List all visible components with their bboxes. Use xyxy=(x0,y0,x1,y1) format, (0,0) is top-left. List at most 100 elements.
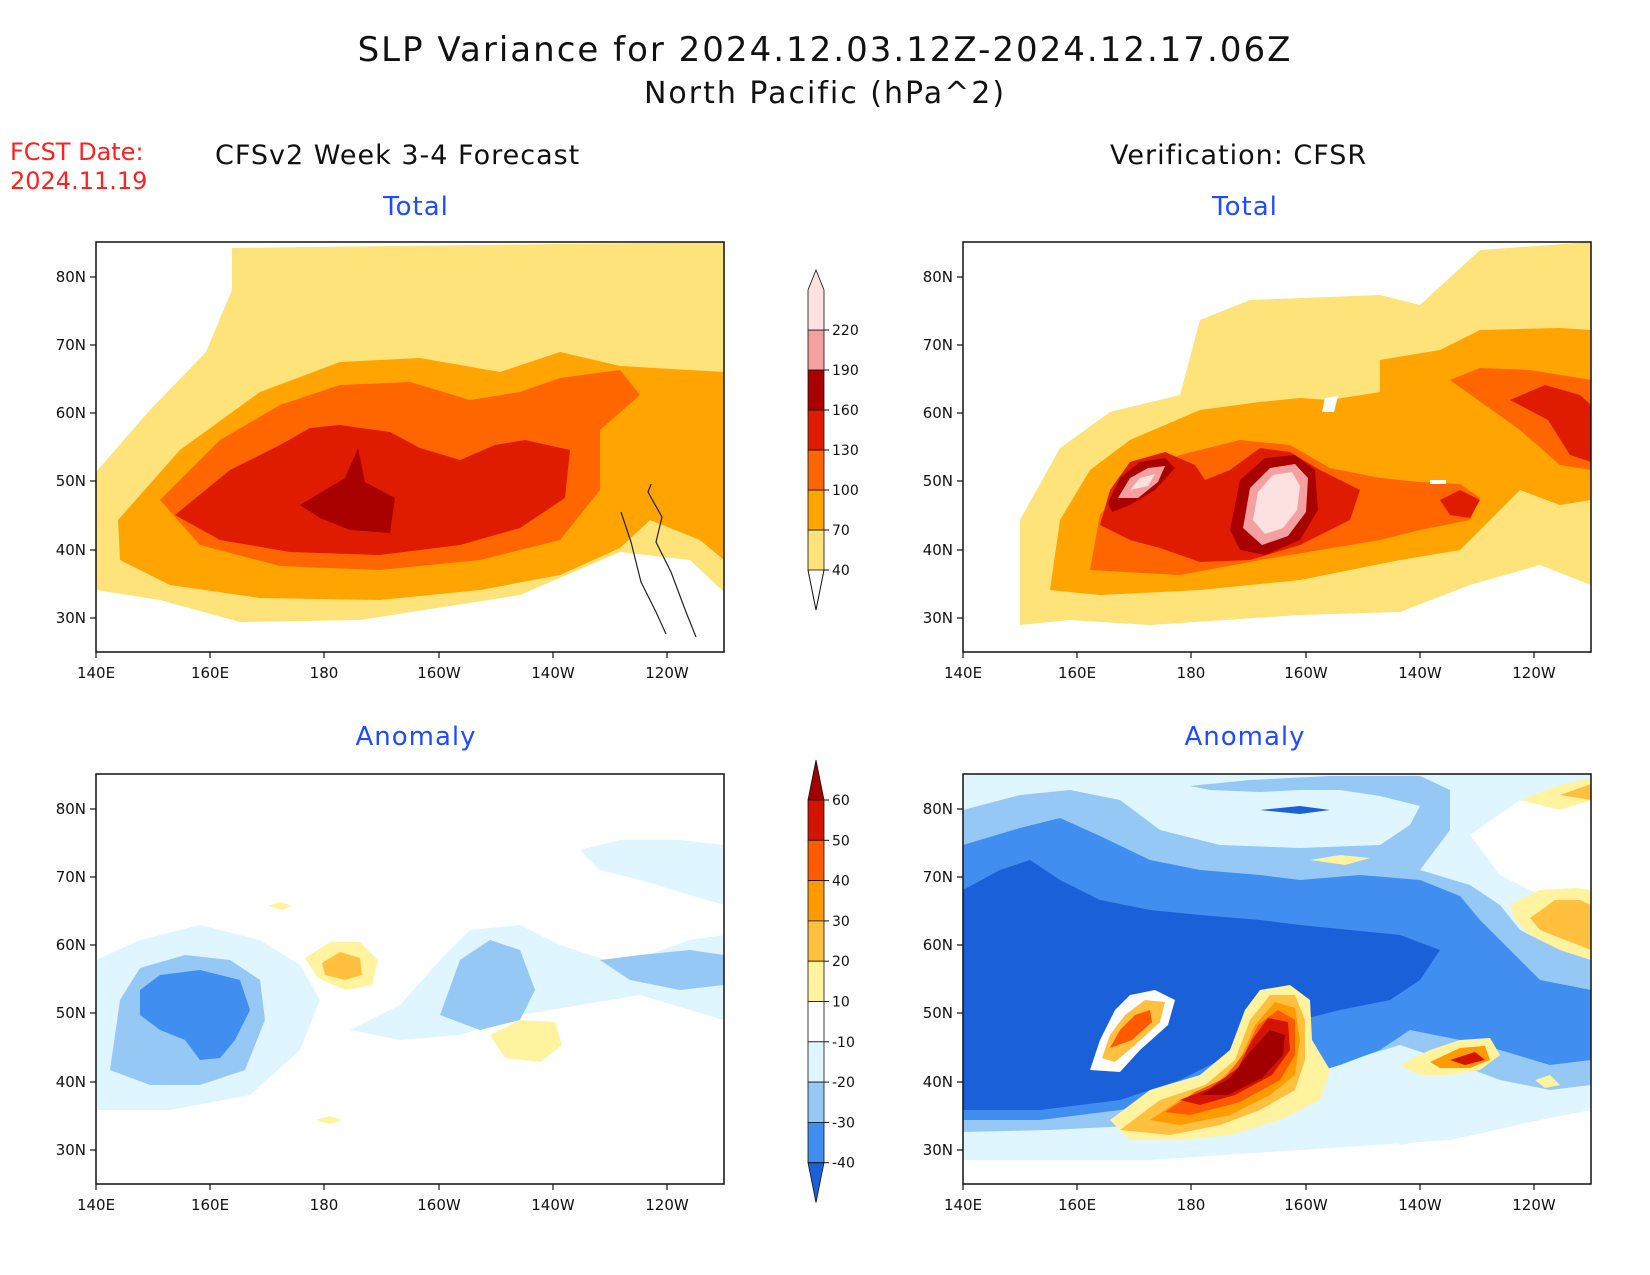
lat-tick-label: 50N xyxy=(923,1004,953,1022)
forecast-anomaly-title: Anomaly xyxy=(355,722,477,752)
lat-tick-label: 70N xyxy=(923,336,953,354)
lon-tick-label: 120W xyxy=(1512,1196,1556,1214)
anomaly-colorbar-label: 40 xyxy=(832,874,850,890)
anomaly-colorbar: 60 50 40 30 20 10 -10 -20 -30 -40 xyxy=(807,759,855,1203)
lat-tick-label: 50N xyxy=(56,1004,86,1022)
anomaly-colorbar-swatch xyxy=(807,1081,825,1123)
total-colorbar-label: 130 xyxy=(832,443,859,459)
anomaly-colorbar-swatch xyxy=(807,1001,825,1043)
anomaly-colorbar-swatch xyxy=(807,960,825,1002)
lat-tick-label: 50N xyxy=(923,472,953,490)
total-colorbar-label: 100 xyxy=(832,483,859,499)
lon-tick-label: 120W xyxy=(1512,664,1556,682)
total-colorbar: 40 70 100 130 160 190 220 xyxy=(807,268,859,611)
lon-tick-label: 180 xyxy=(1177,1196,1206,1214)
lat-tick-label: 70N xyxy=(923,868,953,886)
verif-total-map xyxy=(962,241,1592,653)
verification-column-heading: Verification: CFSR xyxy=(1110,140,1368,171)
lat-tick-label: 70N xyxy=(56,336,86,354)
anomaly-colorbar-swatch xyxy=(807,839,825,881)
total-colorbar-swatch xyxy=(807,529,825,571)
anomaly-colorbar-swatch xyxy=(807,920,825,962)
lat-tick-label: 70N xyxy=(56,868,86,886)
anomaly-colorbar-label: -40 xyxy=(832,1156,855,1172)
lon-tick-label: 160E xyxy=(1058,664,1096,682)
anomaly-colorbar-label: 20 xyxy=(832,954,850,970)
anomaly-colorbar-label: 30 xyxy=(832,914,850,930)
total-colorbar-label: 220 xyxy=(832,323,859,339)
lat-tick-label: 60N xyxy=(56,404,86,422)
verif-anomaly-map xyxy=(962,773,1592,1185)
lat-tick-label: 30N xyxy=(56,1141,86,1159)
lon-tick-label: 120W xyxy=(645,1196,689,1214)
axis-labels: 80N 70N 60N 50N 40N 30N 140E 160E 180 160W 140W 120… xyxy=(56,268,1556,1214)
anomaly-colorbar-label: -10 xyxy=(832,1035,855,1051)
main-subtitle: North Pacific (hPa^2) xyxy=(643,76,1007,111)
total-colorbar-swatch xyxy=(807,369,825,411)
forecast-date-label: FCST Date: 2024.11.19 xyxy=(10,138,148,195)
total-colorbar-swatch xyxy=(807,329,825,371)
lon-tick-label: 140E xyxy=(944,1196,982,1214)
lat-tick-label: 40N xyxy=(923,541,953,559)
total-colorbar-label: 40 xyxy=(832,563,850,579)
lon-tick-label: 120W xyxy=(645,664,689,682)
lon-tick-label: 160W xyxy=(1284,664,1328,682)
lon-tick-label: 160E xyxy=(1058,1196,1096,1214)
forecast-column-heading: CFSv2 Week 3-4 Forecast xyxy=(215,140,581,171)
lon-tick-label: 140W xyxy=(531,1196,575,1214)
total-colorbar-swatch xyxy=(807,489,825,531)
total-colorbar-label: 70 xyxy=(832,523,850,539)
verif-anomaly-title: Anomaly xyxy=(1184,722,1306,752)
anomaly-colorbar-label: 60 xyxy=(832,793,850,809)
lat-tick-label: 60N xyxy=(923,936,953,954)
lat-tick-label: 30N xyxy=(56,609,86,627)
lat-tick-label: 40N xyxy=(56,1073,86,1091)
lat-tick-label: 30N xyxy=(923,1141,953,1159)
lon-tick-label: 140E xyxy=(77,664,115,682)
anomaly-colorbar-label: 10 xyxy=(832,995,850,1011)
main-title: SLP Variance for 2024.12.03.12Z-2024.12.… xyxy=(357,30,1293,70)
lat-tick-label: 80N xyxy=(56,800,86,818)
lat-tick-label: 30N xyxy=(923,609,953,627)
anomaly-colorbar-swatch xyxy=(807,759,825,801)
lon-tick-label: 180 xyxy=(1177,664,1206,682)
lat-tick-label: 50N xyxy=(56,472,86,490)
lon-tick-label: 160W xyxy=(1284,1196,1328,1214)
anomaly-colorbar-label: -20 xyxy=(832,1075,855,1091)
lat-tick-label: 80N xyxy=(923,800,953,818)
lon-tick-label: 140W xyxy=(1398,1196,1442,1214)
lat-tick-label: 40N xyxy=(56,541,86,559)
lon-tick-label: 160W xyxy=(417,1196,461,1214)
lon-tick-label: 140E xyxy=(77,1196,115,1214)
lat-tick-label: 60N xyxy=(56,936,86,954)
lon-tick-label: 180 xyxy=(310,664,339,682)
lon-tick-label: 140W xyxy=(1398,664,1442,682)
forecast-anomaly-map xyxy=(95,773,725,1185)
lon-tick-label: 160E xyxy=(191,664,229,682)
lon-tick-label: 140E xyxy=(944,664,982,682)
lat-tick-label: 80N xyxy=(56,268,86,286)
anomaly-colorbar-label: -30 xyxy=(832,1115,855,1131)
anomaly-colorbar-swatch xyxy=(807,1162,825,1203)
total-colorbar-swatch xyxy=(807,449,825,491)
lon-tick-label: 160W xyxy=(417,664,461,682)
total-colorbar-label: 160 xyxy=(832,403,859,419)
total-colorbar-label: 190 xyxy=(832,363,859,379)
total-colorbar-bottom-tip xyxy=(807,569,825,611)
anomaly-colorbar-label: 50 xyxy=(832,833,850,849)
lon-tick-label: 140W xyxy=(531,664,575,682)
lat-tick-label: 80N xyxy=(923,268,953,286)
verif-total-title: Total xyxy=(1212,192,1278,222)
total-colorbar-swatch xyxy=(807,409,825,451)
forecast-total-map xyxy=(95,241,725,653)
lon-tick-label: 160E xyxy=(191,1196,229,1214)
total-colorbar-swatch xyxy=(807,268,825,331)
lat-tick-label: 40N xyxy=(923,1073,953,1091)
lon-tick-label: 180 xyxy=(310,1196,339,1214)
forecast-total-title: Total xyxy=(383,192,449,222)
anomaly-colorbar-swatch xyxy=(807,799,825,841)
anomaly-colorbar-swatch xyxy=(807,1041,825,1083)
anomaly-colorbar-swatch xyxy=(807,1122,825,1164)
lat-tick-label: 60N xyxy=(923,404,953,422)
